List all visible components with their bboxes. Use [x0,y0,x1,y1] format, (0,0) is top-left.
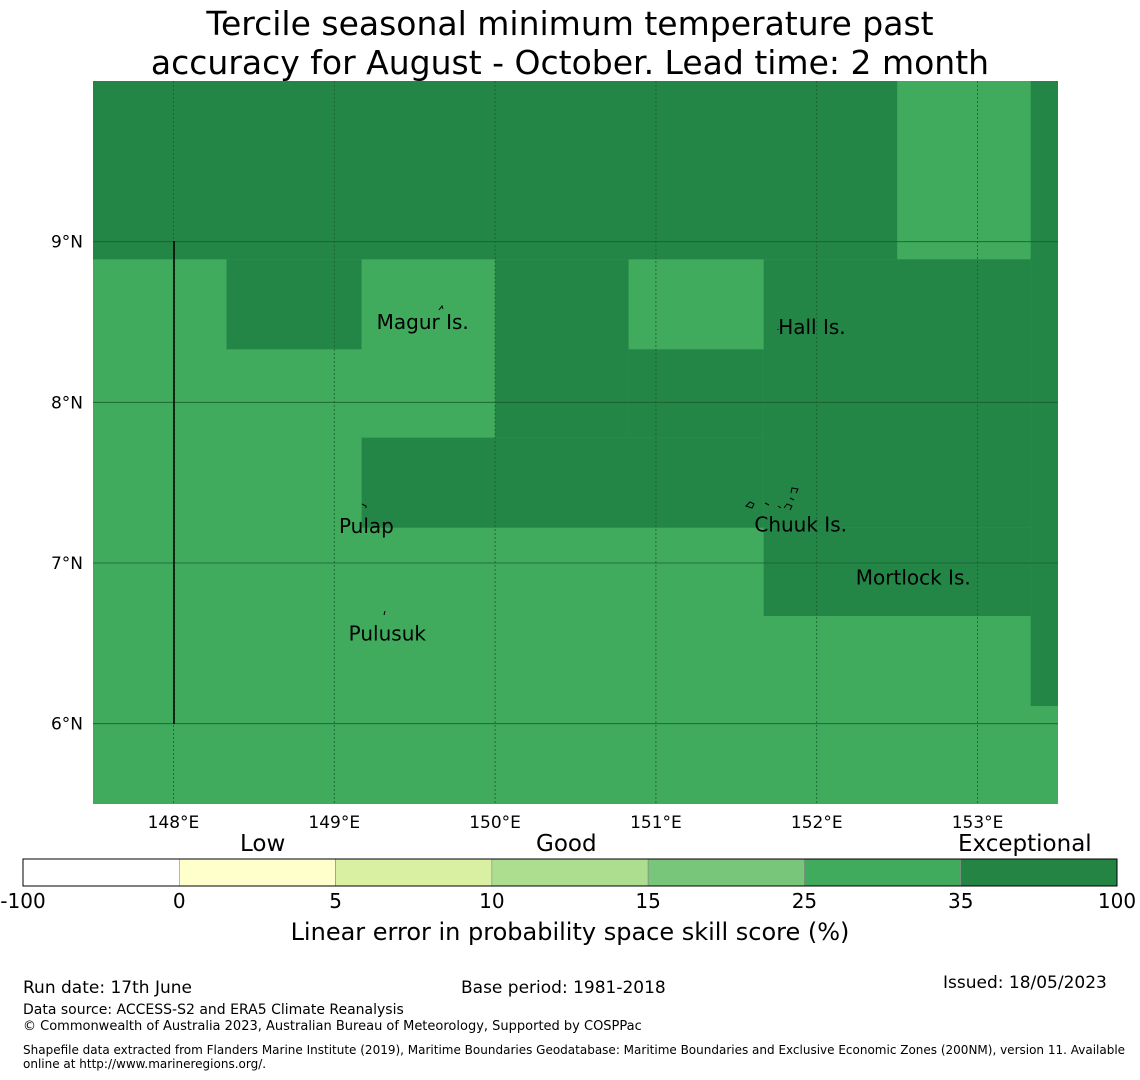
shapefile-credit: Shapefile data extracted from Flanders M… [23,1043,1126,1071]
colorbar-tick-label: 25 [791,889,818,913]
pulap-island-outline [361,503,367,508]
latitude-tick-label: 6°N [51,715,83,735]
colorbar-tick-label: 15 [635,889,661,913]
island-label: Magur Is. [377,310,469,334]
island-labels: Magur Is. Hall Is. Pulap Chuuk Is. Mortlock … [339,310,971,646]
longitude-tick-label: 148°E [148,813,200,833]
colorbar-tick-label: -100 [0,889,46,913]
colorbar-frame [22,858,1118,887]
latitude-tick-label: 7°N [51,554,83,574]
colorbar-tick-label: 0 [172,889,186,913]
base-period: Base period: 1981-2018 [461,978,666,998]
colorbar-segment [22,858,180,887]
longitude-tick-label: 151°E [630,813,682,833]
category-label-good: Good [536,831,597,857]
category-label-low: Low [240,831,286,857]
grid-cell-dark [226,259,362,350]
grid-cell-dark [361,437,764,528]
grid-cell-dark [495,259,629,438]
grid-cell-dark [763,527,1031,617]
title-line-1: Tercile seasonal minimum temperature pas… [206,4,934,43]
latitude-tick-label: 8°N [51,393,83,413]
title-line-2: accuracy for August - October. Lead time… [150,43,990,82]
colorbar-segment [335,858,493,887]
colorbar-segment [960,858,1118,887]
longitude-tick-labels: 148°E 149°E 150°E 151°E 152°E 153°E [148,813,1004,833]
longitude-tick-label: 152°E [791,813,843,833]
island-label: Chuuk Is. [754,512,847,536]
longitude-tick-label: 153°E [952,813,1004,833]
skill-grid [93,81,1058,804]
island-label: Hall Is. [778,315,845,339]
map-title: Tercile seasonal minimum temperature pas… [0,4,1140,82]
colorbar-tick-label: 35 [947,889,974,913]
grid-cell-dark [628,349,764,438]
colorbar-segment [491,858,649,887]
island-label: Mortlock Is. [856,565,971,589]
colorbar-tick-label: 10 [479,889,505,913]
island-label: Pulusuk [349,622,427,646]
colorbar-tick-label: 5 [329,889,342,913]
pulusuk-island-outline [383,610,386,616]
copyright: © Commonwealth of Australia 2023, Austra… [23,1019,642,1034]
colorbar-segment [178,858,336,887]
grid-cell-dark [763,259,1031,528]
run-date: Run date: 17th June [23,978,192,998]
latitude-tick-labels: 9°N 8°N 7°N 6°N [51,233,83,735]
latitude-tick-label: 9°N [51,233,83,253]
longitude-tick-label: 149°E [308,813,360,833]
colorbar-label: Linear error in probability space skill … [290,918,850,946]
island-label: Pulap [339,514,394,538]
grid-cell-dark [1030,81,1058,706]
data-source: Data source: ACCESS-S2 and ERA5 Climate … [23,1002,404,1018]
colorbar-tick-label: 100 [1097,889,1137,913]
island-outlines [361,304,799,616]
colorbar-segment [647,858,805,887]
colorbar [22,858,1118,887]
issued-date: Issued: 18/05/2023 [943,973,1107,993]
category-label-exceptional: Exceptional [958,831,1092,857]
magur-island-outline [438,304,444,311]
longitude-tick-label: 150°E [469,813,521,833]
chuuk-lagoon-outline [745,487,799,511]
colorbar-segment [804,858,962,887]
